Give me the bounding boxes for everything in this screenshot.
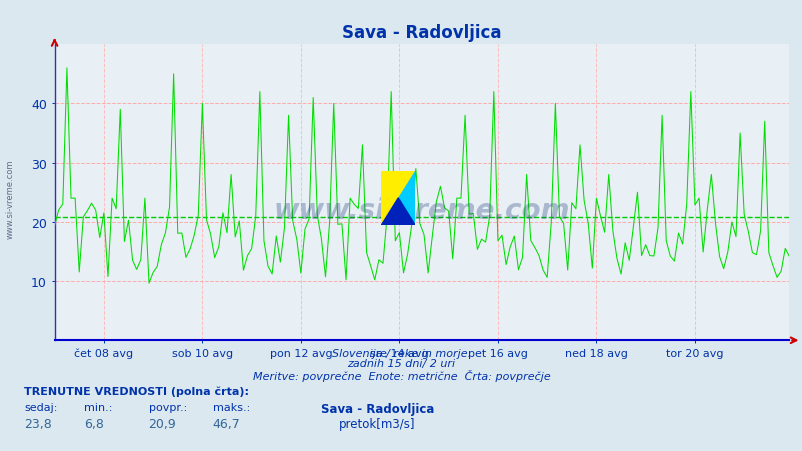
Text: TRENUTNE VREDNOSTI (polna črta):: TRENUTNE VREDNOSTI (polna črta): — [24, 386, 249, 396]
Text: Meritve: povprečne  Enote: metrične  Črta: povprečje: Meritve: povprečne Enote: metrične Črta:… — [253, 369, 549, 381]
Text: www.si-vreme.com: www.si-vreme.com — [273, 197, 569, 225]
Text: 20,9: 20,9 — [148, 417, 176, 430]
Title: Sava - Radovljica: Sava - Radovljica — [342, 24, 501, 42]
Text: www.si-vreme.com: www.si-vreme.com — [6, 159, 15, 238]
Text: maks.:: maks.: — [213, 402, 249, 412]
Text: povpr.:: povpr.: — [148, 402, 187, 412]
Text: pretok[m3/s]: pretok[m3/s] — [338, 417, 415, 430]
Text: min.:: min.: — [84, 402, 112, 412]
Text: 46,7: 46,7 — [213, 417, 241, 430]
Text: Slovenija / reke in morje.: Slovenija / reke in morje. — [331, 348, 471, 358]
Text: Sava - Radovljica: Sava - Radovljica — [321, 402, 434, 415]
Text: 6,8: 6,8 — [84, 417, 104, 430]
Polygon shape — [381, 198, 415, 226]
Text: 23,8: 23,8 — [24, 417, 52, 430]
Text: sedaj:: sedaj: — [24, 402, 58, 412]
Polygon shape — [381, 171, 415, 226]
Polygon shape — [381, 171, 415, 226]
Text: zadnih 15 dni/ 2 uri: zadnih 15 dni/ 2 uri — [347, 359, 455, 368]
